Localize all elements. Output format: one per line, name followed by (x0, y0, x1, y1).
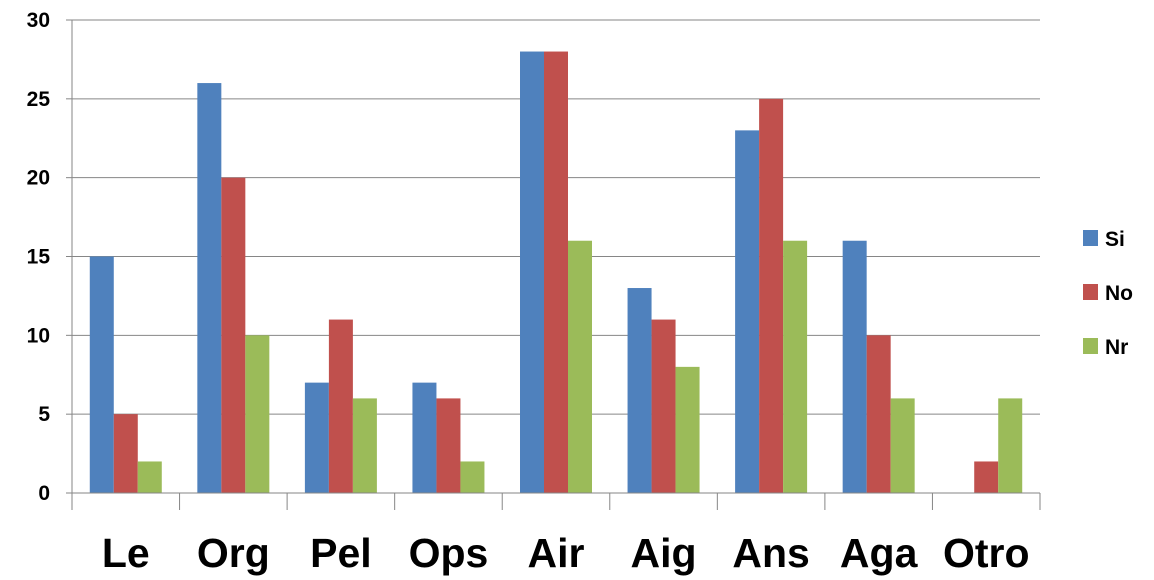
legend-label-nr: Nr (1105, 336, 1128, 359)
bar-si-ops (412, 382, 437, 493)
bar-si-aga (842, 240, 867, 493)
bar-no-pel (328, 319, 353, 493)
axes (71, 20, 1041, 510)
y-tick-label-0: 0 (38, 482, 50, 505)
bar-si-le (89, 256, 114, 493)
bar-no-ops (436, 398, 461, 493)
bar-no-aig (651, 319, 676, 493)
bar-no-org (221, 177, 246, 493)
x-tick-label-otro: Otro (943, 530, 1030, 576)
y-tick-label-25: 25 (27, 88, 51, 111)
bar-si-ans (735, 130, 760, 493)
y-axis-ticks: 0 5 10 15 20 25 30 (27, 9, 72, 505)
bar-nr-aga (890, 398, 915, 493)
legend-label-si: Si (1105, 228, 1125, 251)
bar-si-aig (627, 288, 652, 493)
y-tick-label-5: 5 (38, 403, 50, 426)
bar-nr-aig (675, 366, 700, 493)
bar-no-air (544, 51, 568, 494)
bar-si-air (520, 51, 544, 494)
bar-nr-air (568, 240, 592, 493)
y-tick-label-10: 10 (27, 324, 50, 347)
legend: Si No Nr (1083, 228, 1133, 359)
x-tick-label-ans: Ans (732, 530, 809, 576)
bar-no-otro (974, 461, 999, 493)
x-tick-label-org: Org (197, 530, 270, 576)
bar-nr-le (137, 461, 162, 493)
legend-swatch-nr (1083, 338, 1098, 354)
bar-nr-ops (460, 461, 485, 493)
x-tick-label-le: Le (102, 530, 150, 576)
bar-no-ans (759, 98, 784, 493)
bars (89, 51, 1023, 494)
legend-swatch-no (1083, 284, 1098, 300)
y-tick-label-15: 15 (27, 246, 51, 269)
x-tick-label-ops: Ops (409, 530, 489, 576)
bar-nr-otro (998, 398, 1023, 493)
x-tick-label-aga: Aga (840, 530, 919, 576)
x-tick-label-air: Air (528, 530, 585, 576)
x-tick-label-pel: Pel (310, 530, 372, 576)
y-tick-label-20: 20 (27, 167, 50, 190)
bar-si-org (197, 83, 222, 494)
bar-nr-pel (352, 398, 377, 493)
x-tick-label-aig: Aig (631, 530, 697, 576)
bar-nr-org (245, 335, 270, 493)
bar-si-pel (304, 382, 329, 493)
bar-nr-ans (783, 240, 808, 493)
bar-no-aga (866, 335, 891, 493)
x-axis-labels: Le Org Pel Ops Air Aig Ans Aga Otro (102, 530, 1030, 576)
legend-label-no: No (1105, 282, 1133, 305)
legend-swatch-si (1083, 230, 1098, 246)
bar-no-le (113, 414, 138, 493)
y-tick-label-30: 30 (27, 9, 50, 32)
